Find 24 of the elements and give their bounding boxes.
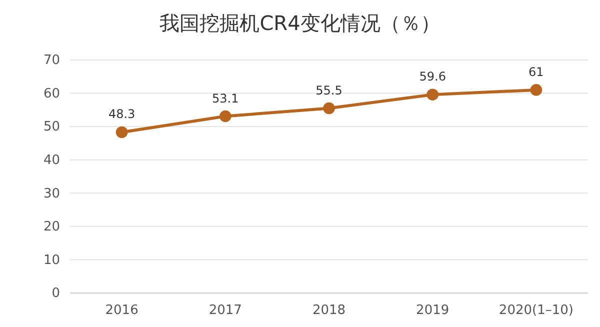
y-tick-label: 50 [43, 120, 60, 135]
y-tick-label: 0 [52, 286, 60, 302]
y-tick-label: 60 [43, 86, 60, 102]
data-label: 61 [528, 64, 544, 79]
data-label: 48.3 [108, 107, 136, 122]
y-tick-label: 30 [43, 186, 60, 202]
point [116, 126, 128, 138]
x-tick-label: 2016 [105, 303, 138, 318]
chart-title: 我国挖掘机CR4变化情况（％） [160, 11, 440, 35]
y-tick-label: 70 [43, 53, 60, 68]
y-tick-label: 40 [43, 153, 60, 168]
x-tick-label: 2019 [416, 303, 450, 318]
point [219, 110, 232, 122]
x-tick-label: 2020(1–10) [498, 303, 574, 318]
data-label: 53.1 [212, 91, 239, 106]
x-tick-label: 2017 [208, 303, 242, 318]
x-tick-label: 2018 [312, 303, 346, 318]
y-tick-label: 20 [43, 220, 60, 235]
point [530, 84, 542, 96]
data-label: 59.6 [419, 70, 446, 84]
point [323, 102, 335, 114]
point [426, 88, 439, 101]
data-label: 55.5 [316, 83, 342, 98]
y-tick-label: 10 [43, 252, 60, 268]
